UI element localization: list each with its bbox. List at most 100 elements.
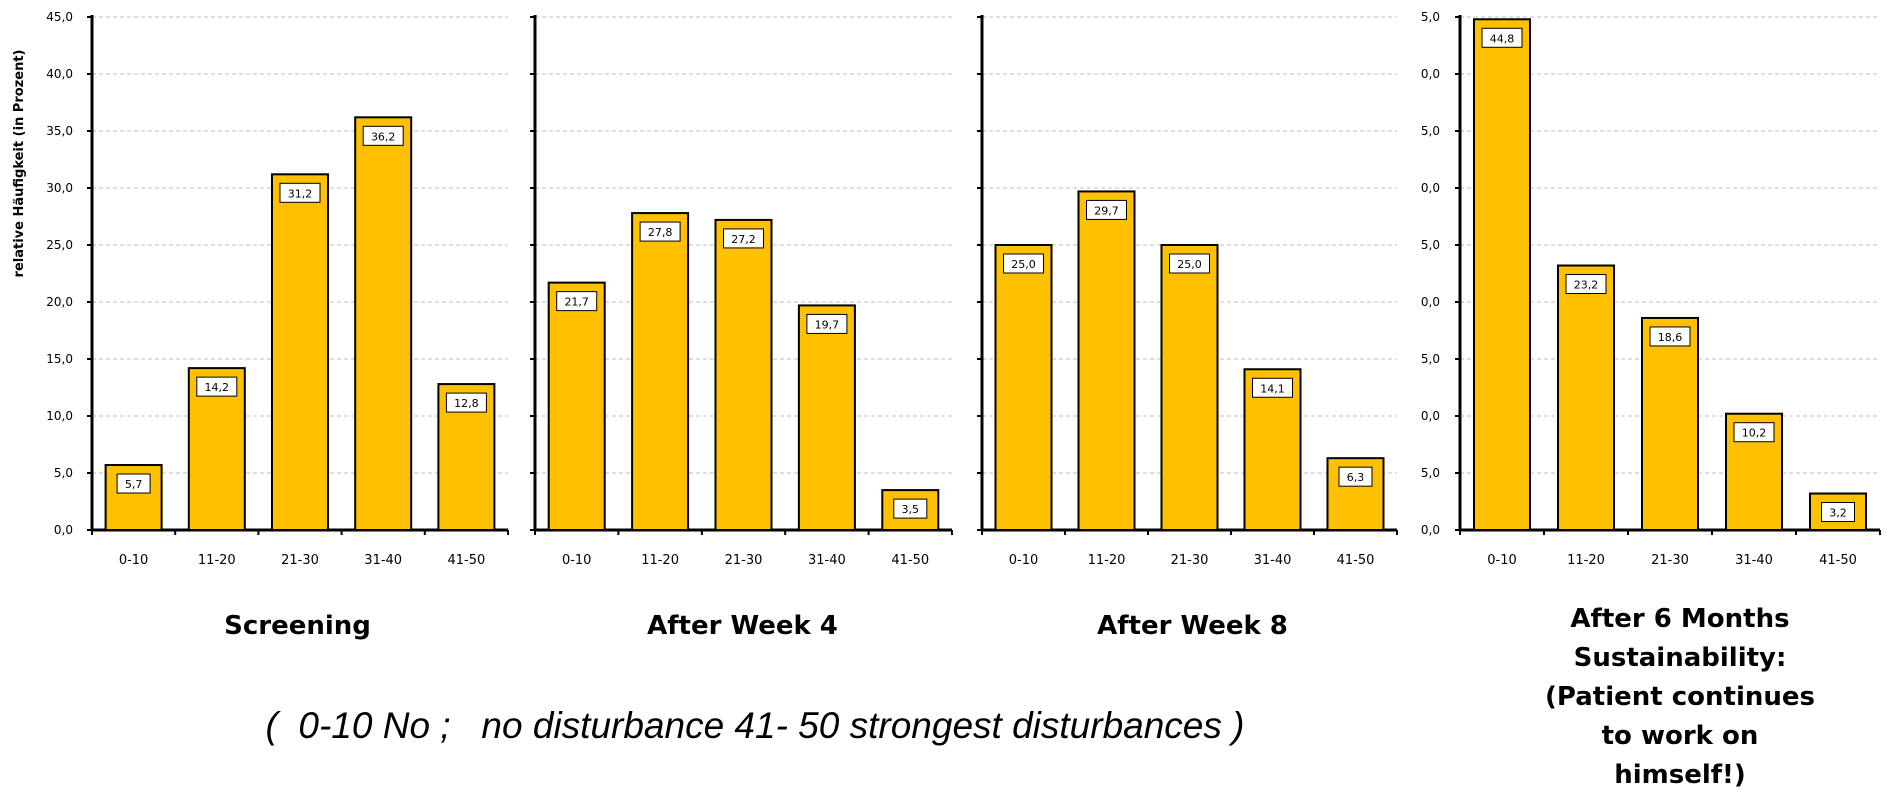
y-tick-label: 15,0 — [46, 352, 73, 366]
data-label-box — [279, 182, 321, 203]
data-label-box — [1003, 253, 1044, 274]
x-tick-label: 0-10 — [1487, 553, 1517, 568]
data-label-box — [1338, 466, 1373, 487]
y-tick-label: 0,0 — [1421, 67, 1440, 81]
data-label: 31,2 — [288, 187, 313, 200]
data-label-box — [362, 125, 404, 146]
bar — [1473, 18, 1531, 532]
bar — [631, 212, 690, 532]
y-tick-label: 5,0 — [1421, 124, 1440, 138]
data-label-box — [445, 392, 487, 413]
data-label: 10,2 — [1742, 427, 1767, 440]
panel-title-after-6-months: After 6 Months Sustainability: (Patient … — [1544, 604, 1815, 790]
y-tick-label: 45,0 — [46, 10, 73, 24]
x-tick-label: 21-30 — [725, 553, 763, 568]
x-tick-label: 0-10 — [119, 553, 149, 568]
data-label-box — [639, 221, 681, 242]
y-tick-label: 5,0 — [1421, 352, 1440, 366]
y-tick-label: 5,0 — [54, 466, 73, 480]
bar — [714, 218, 773, 531]
data-label-box — [116, 473, 151, 494]
data-label-box — [1565, 274, 1607, 295]
data-label-box — [1169, 253, 1210, 274]
x-tick-label: 0-10 — [562, 553, 592, 568]
data-label-box — [1733, 422, 1775, 443]
data-label: 14,2 — [205, 381, 230, 394]
data-label: 27,8 — [648, 226, 673, 239]
data-label: 44,8 — [1490, 32, 1515, 45]
x-tick-label: 31-40 — [808, 553, 846, 568]
y-axis-title: relative Häufigkeit (in Prozent) — [12, 50, 27, 278]
data-label: 14,1 — [1260, 382, 1285, 395]
data-label-box — [196, 376, 238, 397]
data-label-box — [723, 228, 764, 249]
data-label: 27,2 — [731, 233, 756, 246]
x-tick-label: 21-30 — [1171, 553, 1209, 568]
y-tick-label: 25,0 — [46, 238, 73, 252]
x-tick-label: 21-30 — [1651, 553, 1689, 568]
x-tick-label: 41-50 — [891, 553, 929, 568]
bar — [271, 173, 329, 531]
data-label: 5,7 — [125, 478, 143, 491]
x-tick-label: 21-30 — [281, 553, 319, 568]
data-label-box — [806, 313, 848, 334]
data-label: 25,0 — [1011, 258, 1036, 271]
bar — [881, 489, 940, 532]
x-tick-label: 11-20 — [641, 553, 679, 568]
panel-title-screening: Screening — [224, 611, 371, 641]
y-tick-label: 0,0 — [54, 523, 73, 537]
y-tick-label: 0,0 — [1421, 295, 1440, 309]
data-label: 19,7 — [815, 318, 840, 331]
footnote-legend-text: ( 0-10 No ; no disturbance 41- 50 strong… — [265, 705, 1245, 746]
bar — [1557, 264, 1615, 531]
data-label: 23,2 — [1574, 279, 1599, 292]
bar — [994, 244, 1053, 531]
y-tick-label: 40,0 — [46, 67, 73, 81]
y-tick-label: 20,0 — [46, 295, 73, 309]
y-tick-label: 5,0 — [1421, 238, 1440, 252]
data-label-box — [1821, 502, 1855, 523]
y-tick-label: 10,0 — [46, 409, 73, 423]
y-tick-label: 5,0 — [1421, 466, 1440, 480]
data-label: 25,0 — [1177, 258, 1202, 271]
data-label: 18,6 — [1658, 331, 1683, 344]
x-tick-label: 31-40 — [1254, 553, 1292, 568]
panel-title-after-week-4: After Week 4 — [647, 611, 838, 641]
bar — [797, 304, 856, 532]
bar — [1641, 316, 1699, 531]
bar — [354, 116, 413, 531]
y-tick-label: 30,0 — [46, 181, 73, 195]
x-tick-label: 11-20 — [1567, 553, 1605, 568]
x-tick-label: 11-20 — [198, 553, 236, 568]
data-label-box — [1649, 326, 1691, 347]
y-tick-label: 5,0 — [1421, 10, 1440, 24]
data-label-box — [1252, 377, 1293, 398]
y-tick-label: 0,0 — [1421, 409, 1440, 423]
bar — [547, 281, 606, 531]
x-tick-label: 41-50 — [1337, 553, 1375, 568]
data-label-box — [1481, 27, 1523, 48]
data-label: 12,8 — [454, 397, 479, 410]
data-label: 29,7 — [1094, 204, 1119, 217]
bar — [1160, 244, 1219, 531]
data-label: 36,2 — [371, 130, 396, 143]
x-tick-label: 41-50 — [448, 553, 486, 568]
y-tick-label: 0,0 — [1421, 523, 1440, 537]
data-label: 21,7 — [564, 296, 589, 309]
data-label: 3,5 — [902, 503, 920, 516]
data-label-box — [556, 291, 598, 312]
data-label: 6,3 — [1347, 471, 1365, 484]
data-label-box — [1086, 199, 1127, 220]
x-tick-label: 0-10 — [1009, 553, 1039, 568]
panel-title-after-week-8: After Week 8 — [1097, 611, 1288, 641]
bar — [1077, 190, 1136, 531]
x-tick-label: 31-40 — [364, 553, 402, 568]
y-tick-label: 35,0 — [46, 124, 73, 138]
data-label-box — [893, 498, 928, 519]
y-tick-label: 0,0 — [1421, 181, 1440, 195]
x-tick-label: 41-50 — [1819, 553, 1857, 568]
x-tick-label: 31-40 — [1735, 553, 1773, 568]
data-label: 3,2 — [1829, 507, 1847, 520]
x-tick-label: 11-20 — [1088, 553, 1126, 568]
